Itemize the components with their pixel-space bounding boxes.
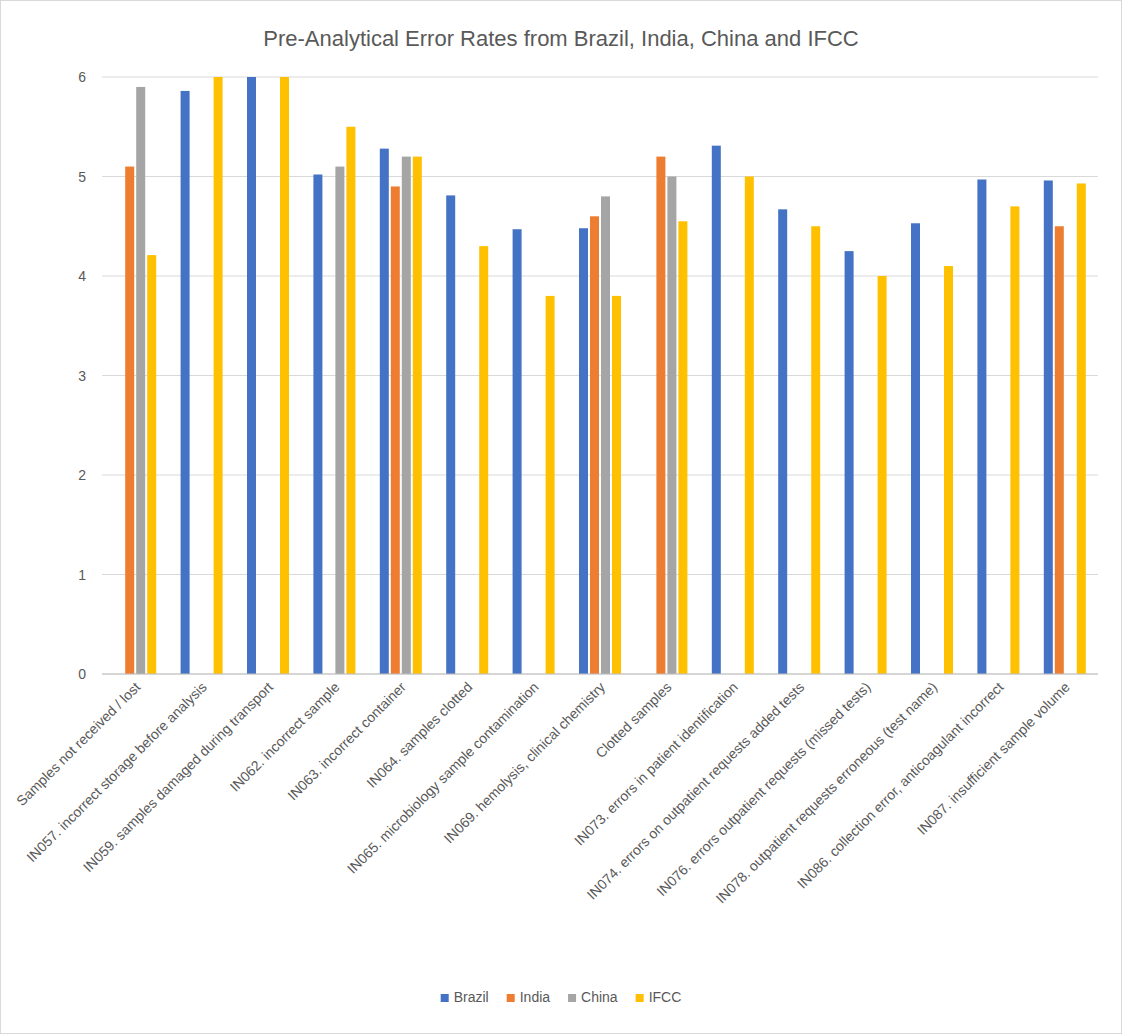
x-tick-label: IN064. samples clotted xyxy=(363,679,475,791)
x-tick-label: IN063. incorrect container xyxy=(284,679,409,804)
bar xyxy=(1077,183,1086,674)
bar xyxy=(214,77,223,674)
legend-swatch xyxy=(568,994,576,1002)
legend-label: China xyxy=(581,989,618,1005)
x-tick-label: Samples not received / lost xyxy=(13,679,143,809)
bar xyxy=(656,157,665,674)
bar xyxy=(513,229,522,674)
y-tick-label: 6 xyxy=(78,69,86,85)
bars xyxy=(125,77,1086,674)
bar xyxy=(601,196,610,674)
y-tick-label: 4 xyxy=(78,268,86,284)
chart-title: Pre-Analytical Error Rates from Brazil, … xyxy=(263,26,859,51)
bar xyxy=(678,221,687,674)
bar xyxy=(778,209,787,674)
bar xyxy=(745,177,754,675)
y-tick-label: 1 xyxy=(78,567,86,583)
bar xyxy=(612,296,621,674)
legend-swatch xyxy=(441,994,449,1002)
bar xyxy=(402,157,411,674)
bar xyxy=(380,149,389,674)
bar xyxy=(590,216,599,674)
x-tick-label: IN069. hemolysis, clinical chemistry xyxy=(441,679,609,847)
bar xyxy=(944,266,953,674)
bar xyxy=(280,77,289,674)
y-tick-label: 5 xyxy=(78,169,86,185)
bar xyxy=(1044,180,1053,674)
legend-swatch xyxy=(636,994,644,1002)
bar xyxy=(391,186,400,674)
legend-swatch xyxy=(507,994,515,1002)
bar xyxy=(125,167,134,674)
chart-svg: Pre-Analytical Error Rates from Brazil, … xyxy=(0,0,1122,1034)
x-tick-label: IN062. incorrect sample xyxy=(227,679,343,795)
legend-label: India xyxy=(520,989,551,1005)
bar xyxy=(147,255,156,674)
bar xyxy=(136,87,145,674)
bar xyxy=(335,167,344,674)
bar xyxy=(346,127,355,674)
x-axis-line xyxy=(102,674,1098,675)
legend: Brazil India China IFCC xyxy=(441,989,682,1005)
bar xyxy=(413,157,422,674)
bar xyxy=(247,77,256,674)
bar xyxy=(667,177,676,675)
y-tick-label: 3 xyxy=(78,368,86,384)
bar xyxy=(1010,206,1019,674)
x-tick-label: IN078. outpatient requests erroneous (te… xyxy=(713,679,941,907)
bar xyxy=(579,228,588,674)
bar xyxy=(546,296,555,674)
chart-frame xyxy=(1,1,1122,1034)
bar xyxy=(313,175,322,674)
legend-label: IFCC xyxy=(649,989,682,1005)
bar xyxy=(811,226,820,674)
chart-container: Pre-Analytical Error Rates from Brazil, … xyxy=(0,0,1122,1034)
bar xyxy=(878,276,887,674)
bar xyxy=(446,195,455,674)
x-tick-label: IN087. insufficient sample volume xyxy=(914,679,1073,838)
legend-label: Brazil xyxy=(454,989,489,1005)
bar xyxy=(911,223,920,674)
y-tick-label: 2 xyxy=(78,467,86,483)
bar xyxy=(845,251,854,674)
bar xyxy=(479,246,488,674)
bar xyxy=(181,91,190,674)
bar xyxy=(712,146,721,674)
bar xyxy=(977,179,986,674)
grid-line xyxy=(102,674,1098,675)
x-tick-label: IN074. errors on outpatient requests add… xyxy=(584,679,808,903)
bar xyxy=(1055,226,1064,674)
y-tick-label: 0 xyxy=(78,666,86,682)
